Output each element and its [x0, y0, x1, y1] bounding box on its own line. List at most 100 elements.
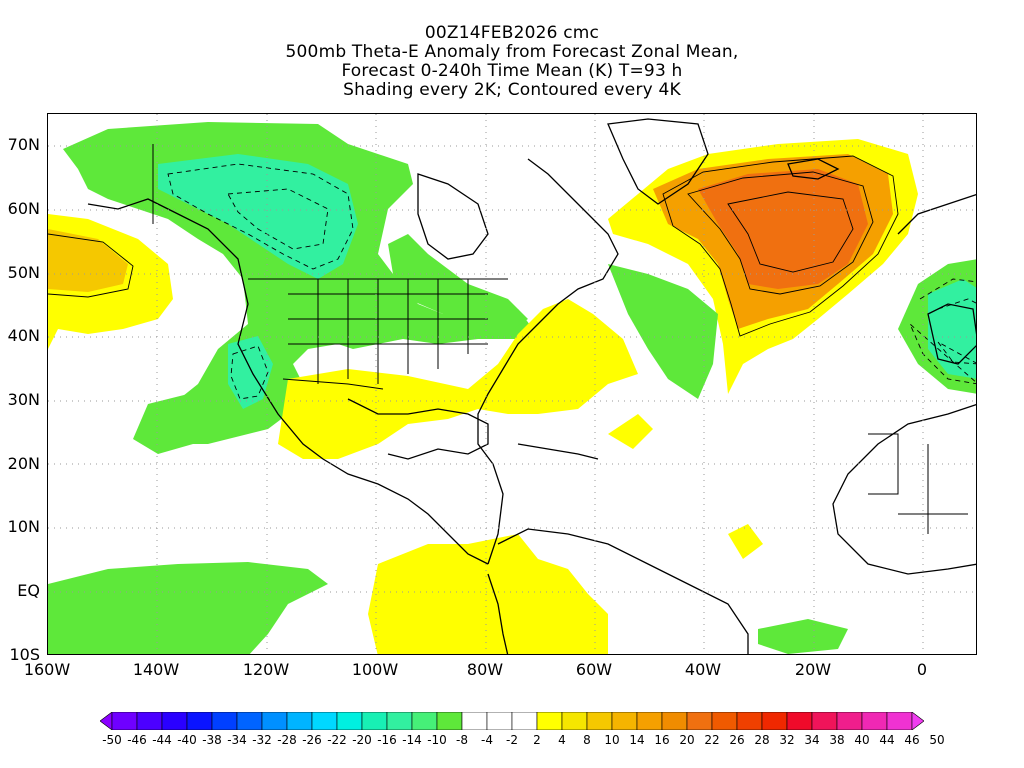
colorbar-tick-label: 22: [704, 733, 720, 747]
colorbar-tick-label: 50: [929, 733, 945, 747]
colorbar-tick-label: -34: [227, 733, 247, 747]
colorbar-tick-label: -32: [252, 733, 272, 747]
border-us-mexico: [282, 378, 384, 390]
colorbar-cell: [811, 712, 838, 730]
colorbar-cell: [561, 712, 588, 730]
coastline-north-america-west: [87, 198, 489, 565]
colorbar-cell: [886, 712, 913, 730]
region-north-pacific-core: [48, 229, 128, 292]
colorbar-cell: [611, 712, 638, 730]
border-layer: [152, 144, 968, 534]
contour-pos-atlantic-mid: [687, 171, 874, 295]
contour-pos-atlantic-inner: [727, 191, 854, 273]
colorbar-tick-label: 26: [729, 733, 745, 747]
chart-title-block: 00Z14FEB2026 cmc 500mb Theta-E Anomaly f…: [0, 24, 1024, 100]
coastline-iberia: [927, 303, 976, 365]
colorbar-tick-label: -8: [456, 733, 468, 747]
shading-layer: [48, 122, 976, 654]
colorbar-tick-label: 2: [533, 733, 541, 747]
colorbar-tick-label: 14: [629, 733, 645, 747]
colorbar-cell: [686, 712, 713, 730]
contour-neg-western-canada-inner: [227, 188, 329, 250]
contour-neg-western-canada: [167, 163, 354, 270]
colorbar-tick-label: -40: [177, 733, 197, 747]
colorbar-tick-label: 28: [754, 733, 770, 747]
colorbar-tick-label: 10: [604, 733, 620, 747]
colorbar-cell: [161, 712, 188, 730]
lat-label-60n: 60N: [7, 199, 40, 218]
colorbar-tick-label: -28: [277, 733, 297, 747]
region-subtropical-pacific-green: [133, 394, 208, 454]
colorbar-tick-label: 46: [904, 733, 920, 747]
colorbar-cell: [111, 712, 138, 730]
colorbar-tick-label: 32: [779, 733, 795, 747]
colorbar-cell: [211, 712, 238, 730]
contour-layer: [48, 155, 976, 400]
colorbar-tick-label: 40: [854, 733, 870, 747]
lon-label-160w: 160W: [23, 660, 71, 679]
lat-label-50n: 50N: [7, 263, 40, 282]
title-line-3: Forecast 0-240h Time Mean (K) T=93 h: [341, 61, 683, 81]
colorbar-cell: [786, 712, 813, 730]
lat-label-10s: 10S: [9, 645, 40, 664]
colorbar-cell-min: [100, 712, 113, 730]
colorbar-tick-label: -20: [352, 733, 372, 747]
title-line-4: Shading every 2K; Contoured every 4K: [343, 80, 681, 100]
colorbar-cell: [486, 712, 513, 730]
colorbar-cell: [661, 712, 688, 730]
colorbar-cell: [286, 712, 313, 730]
colorbar-tick-label: -14: [402, 733, 422, 747]
region-atlantic-green-tongue: [608, 264, 718, 399]
colorbar-cell-max: [911, 712, 924, 730]
colorbar-cell: [461, 712, 488, 730]
colorbar-tick-label: -50: [102, 733, 122, 747]
colorbar-cell: [411, 712, 438, 730]
colorbar-cell: [261, 712, 288, 730]
region-north-atlantic-core: [698, 169, 868, 289]
colorbar-tick-label: -22: [327, 733, 347, 747]
colorbar-cell: [361, 712, 388, 730]
region-iberia-core: [928, 279, 976, 379]
colorbar-tick-label: -44: [152, 733, 172, 747]
colorbar-cell: [586, 712, 613, 730]
contour-pos-pacific: [48, 233, 134, 298]
colorbar-cell: [836, 712, 863, 730]
graticule-layer: [48, 114, 976, 654]
region-us-southwest-core: [228, 336, 273, 409]
lon-label-40w: 40W: [684, 660, 722, 679]
colorbar-cell: [386, 712, 413, 730]
lon-label-80w: 80W: [466, 660, 504, 679]
title-line-1: 00Z14FEB2026 cmc: [424, 23, 600, 43]
coastline-africa: [832, 403, 976, 575]
colorbar-cell: [511, 712, 538, 730]
lon-label-120w: 120W: [242, 660, 290, 679]
lat-label-10n: 10N: [7, 517, 40, 536]
region-gulf-mexico-warm: [278, 299, 638, 459]
colorbar-tick-label: -38: [202, 733, 222, 747]
lon-label-140w: 140W: [132, 660, 180, 679]
coastline-layer: [87, 118, 976, 654]
lon-label-100w: 100W: [351, 660, 399, 679]
coastline-caribbean: [517, 443, 599, 460]
colorbar-cell: [136, 712, 163, 730]
region-western-canada-core: [158, 154, 358, 279]
colorbar-cell: [311, 712, 338, 730]
colorbar-cell: [336, 712, 363, 730]
coastline-hudson-bay: [417, 173, 489, 260]
colorbar-tick-label: -16: [377, 733, 397, 747]
colorbar-tick-label: -46: [127, 733, 147, 747]
colorbar-tick-label: 16: [654, 733, 670, 747]
colorbar-tick-label: 34: [804, 733, 820, 747]
region-south-america-warm: [368, 534, 608, 654]
colorbar-tick-label: -4: [481, 733, 493, 747]
contour-pos-atlantic-outer: [662, 155, 899, 337]
region-african-coast-green: [758, 619, 848, 654]
lat-label-eq: EQ: [17, 581, 40, 600]
colorbar-tick-label: -26: [302, 733, 322, 747]
lat-label-30n: 30N: [7, 390, 40, 409]
region-alaska-canada-negative: [63, 122, 533, 444]
lat-label-70n: 70N: [7, 135, 40, 154]
coastline-greenland: [607, 118, 709, 205]
colorbar-tick-label: 8: [583, 733, 591, 747]
colorbar-cell: [236, 712, 263, 730]
